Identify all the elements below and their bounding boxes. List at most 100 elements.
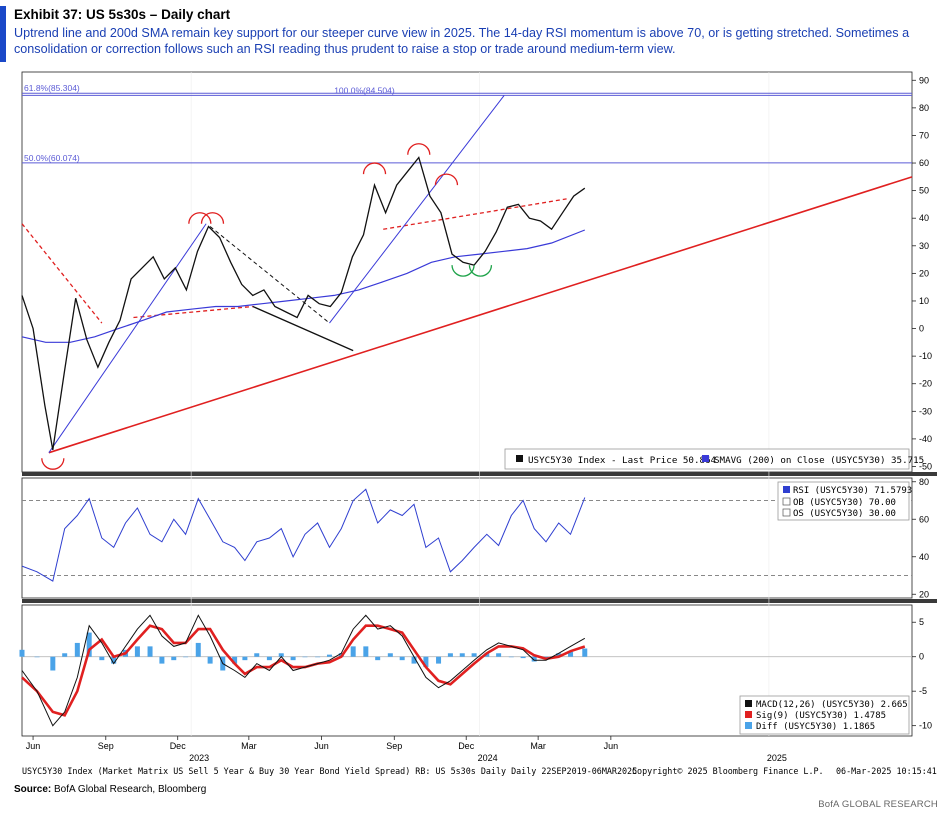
macd-legend-box	[739, 695, 910, 735]
macd-diff-bar	[195, 642, 201, 657]
panel-frame	[21, 71, 913, 473]
macd-diff-bar	[350, 646, 356, 657]
macd-diff-bar	[278, 653, 284, 657]
rsi-y-tick-label: 40	[919, 552, 929, 562]
bottom-pattern-arc	[451, 265, 475, 277]
bloomberg-chart: 9080706050403020100-10-20-30-40-50806040…	[19, 71, 937, 776]
macd-diff-bar	[19, 649, 25, 657]
top-pattern-arc	[200, 212, 225, 224]
panel-frame	[21, 477, 913, 599]
macd-legend-text: MACD(12,26) (USYC5Y30) 2.665	[756, 700, 908, 710]
macd-diff-bar	[315, 656, 321, 658]
copyright-line: Copyright© 2025 Bloomberg Finance L.P.	[632, 766, 824, 776]
bottom-pattern-arc	[468, 265, 493, 277]
macd-diff-bar	[471, 653, 477, 657]
chart-info-line: USYC5Y30 Index (Market Matrix US Sell 5 …	[22, 766, 637, 776]
rsi-legend-box	[777, 481, 910, 521]
x-tick-label: Dec	[170, 741, 187, 751]
x-year-label: 2025	[767, 753, 787, 763]
price-y-tick-label: 10	[919, 296, 929, 306]
price-line	[21, 156, 586, 451]
macd-diff-bar	[74, 642, 80, 657]
rsi-level-text: OB (USYC5Y30) 70.00	[793, 498, 896, 508]
bottom-pattern-arc	[41, 458, 65, 470]
macd-diff-bar	[34, 656, 40, 658]
macd-diff-bar	[375, 656, 381, 661]
fib-level-label: 61.8%(85.304)	[24, 83, 80, 93]
x-tick-label: Jun	[314, 741, 329, 751]
macd-diff-bar	[363, 646, 369, 657]
macd-diff-bar	[171, 656, 177, 661]
fib-level-label: 50.0%(60.074)	[24, 153, 80, 163]
macd-diff-bar	[436, 656, 442, 664]
price-legend-swatch	[516, 455, 523, 462]
x-tick-label: Dec	[458, 741, 475, 751]
top-pattern-arc	[188, 212, 212, 224]
price-y-tick-label: 40	[919, 213, 929, 223]
price-y-tick-label: -50	[919, 461, 932, 471]
macd-diff-bar	[399, 656, 405, 661]
wedge-line	[252, 305, 354, 352]
price-y-tick-label: -40	[919, 434, 932, 444]
price-legend-text: USYC5Y30 Index - Last Price 50.864	[528, 455, 717, 466]
macd-diff-bar	[50, 656, 56, 671]
macd-y-tick-label: -5	[919, 686, 927, 696]
wedge-line	[209, 226, 330, 324]
macd-diff-bar	[99, 656, 105, 661]
macd-line	[21, 614, 586, 727]
price-y-tick-label: -10	[919, 351, 932, 361]
macd-diff-bar	[556, 653, 562, 657]
macd-y-tick-label: -10	[919, 721, 932, 731]
rsi-legend: RSI (USYC5Y30) 71.5793 OB (USYC5Y30) 70.0…	[777, 481, 912, 521]
x-year-label: 2023	[189, 753, 209, 763]
x-year-label: 2024	[478, 753, 498, 763]
price-y-tick-label: 60	[919, 158, 929, 168]
macd-diff-bar	[423, 656, 429, 668]
macd-diff-bar	[254, 653, 260, 657]
macd-diff-bar	[207, 656, 213, 664]
macd-y-tick-label: 0	[919, 652, 924, 662]
macd-legend-text: Sig(9) (USYC5Y30) 1.4785	[756, 711, 886, 721]
channel-line	[48, 223, 207, 453]
exhibit-subtitle: Uptrend line and 200d SMA remain key sup…	[14, 26, 910, 56]
x-tick-label: Sep	[98, 741, 114, 751]
rsi-y-tick-label: 80	[919, 477, 929, 487]
macd-legend-swatch	[745, 700, 752, 707]
macd-diff-bar	[411, 656, 417, 664]
source-note: Source: BofA Global Research, Bloomberg	[14, 784, 206, 795]
macd-legend-swatch	[745, 711, 752, 718]
macd-diff-bar	[520, 656, 526, 659]
channel-line	[329, 95, 505, 324]
timestamp-line: 06-Mar-2025 10:15:41	[836, 766, 937, 776]
x-tick-label: Jun	[604, 741, 619, 751]
macd-diff-bar	[266, 656, 272, 661]
price-y-tick-label: 50	[919, 186, 929, 196]
fib-level-label: 100.0%(84.504)	[334, 85, 395, 95]
rsi-y-tick-label: 60	[919, 514, 929, 524]
macd-diff-bar	[86, 632, 92, 657]
macd-diff-bar	[302, 656, 308, 658]
macd-diff-bar	[582, 648, 588, 657]
price-legend: USYC5Y30 Index - Last Price 50.864SMAVG …	[504, 448, 924, 470]
macd-legend-text: Diff (USYC5Y30) 1.1865	[756, 722, 875, 732]
x-tick-label: Mar	[241, 741, 257, 751]
rsi-level-swatch	[782, 497, 791, 506]
rsi-legend-swatch	[783, 486, 790, 493]
macd-diff-bar	[508, 656, 514, 658]
x-tick-label: Jun	[26, 741, 41, 751]
top-pattern-arc	[407, 143, 431, 155]
exhibit-title: Exhibit 37: US 5s30s – Daily chart	[14, 7, 231, 22]
price-y-tick-label: 90	[919, 75, 929, 85]
rsi-y-tick-label: 20	[919, 589, 929, 599]
price-y-tick-label: -30	[919, 406, 932, 416]
accent-bar	[0, 6, 6, 62]
top-pattern-arc	[434, 173, 459, 186]
macd-diff-bar	[232, 656, 238, 664]
price-y-tick-label: 20	[919, 268, 929, 278]
x-tick-label: Mar	[530, 741, 546, 751]
price-y-tick-label: -20	[919, 379, 932, 389]
source-text: BofA Global Research, Bloomberg	[51, 784, 207, 795]
macd-diff-bar	[183, 656, 189, 658]
neckline	[383, 198, 567, 230]
